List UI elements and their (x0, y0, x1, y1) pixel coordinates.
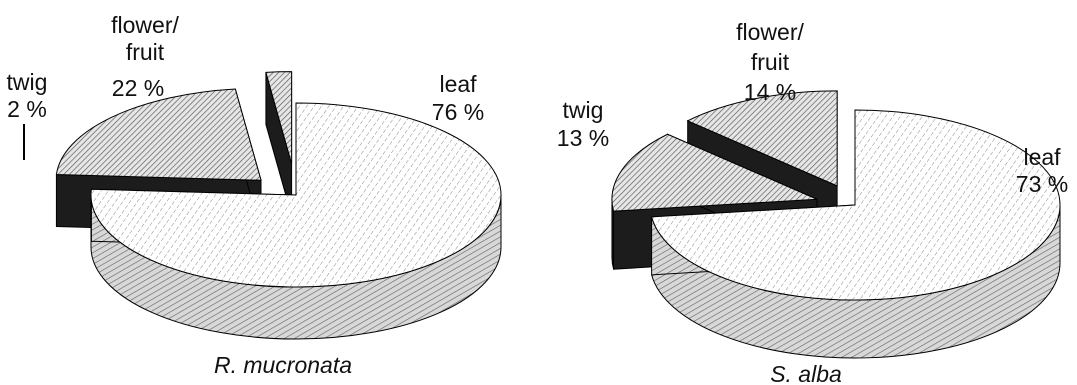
label-flower-fruit-pct: 22 % (112, 75, 164, 101)
label-flower-fruit-line1: flower/ (111, 12, 179, 38)
pie-slice-flower-fruit-top (611, 133, 818, 212)
label-twig-line1: twig (7, 69, 48, 95)
label-flower-fruit-line1: flower/ (736, 19, 804, 45)
pie-slice-twig-top (265, 71, 293, 164)
pie-slice-leaf-top (90, 102, 502, 288)
pie-slice-twig-top (686, 90, 838, 187)
pie-chart-r-mucronata: flower/ fruit 22 % twig 2 % leaf 76 % R.… (7, 12, 502, 378)
pie-slice-leaf (650, 109, 1061, 359)
label-leaf-pct: 76 % (432, 99, 484, 125)
pie-chart-s-alba: flower/ fruit 14 % twig 13 % leaf 73 % S… (557, 19, 1068, 385)
label-twig-pct: 13 % (557, 125, 609, 151)
pie-slice-twig (265, 71, 293, 216)
label-flower-fruit-pct: 14 % (744, 79, 796, 105)
label-flower-fruit-line2: fruit (751, 49, 790, 75)
label-leaf-line1: leaf (1023, 144, 1061, 170)
pie-slice-leaf-top (650, 109, 1061, 301)
label-leaf-line1: leaf (439, 71, 477, 97)
label-twig-line1: twig (563, 97, 604, 123)
chart-title-s-alba: S. alba (770, 361, 842, 385)
pie-slice-leaf (90, 102, 502, 340)
label-twig-pct: 2 % (7, 96, 47, 122)
label-leaf-pct: 73 % (1016, 171, 1068, 197)
label-flower-fruit-line2: fruit (126, 39, 165, 65)
pie-slice-flower-fruit-top (55, 88, 262, 181)
chart-title-r-mucronata: R. mucronata (214, 352, 352, 378)
